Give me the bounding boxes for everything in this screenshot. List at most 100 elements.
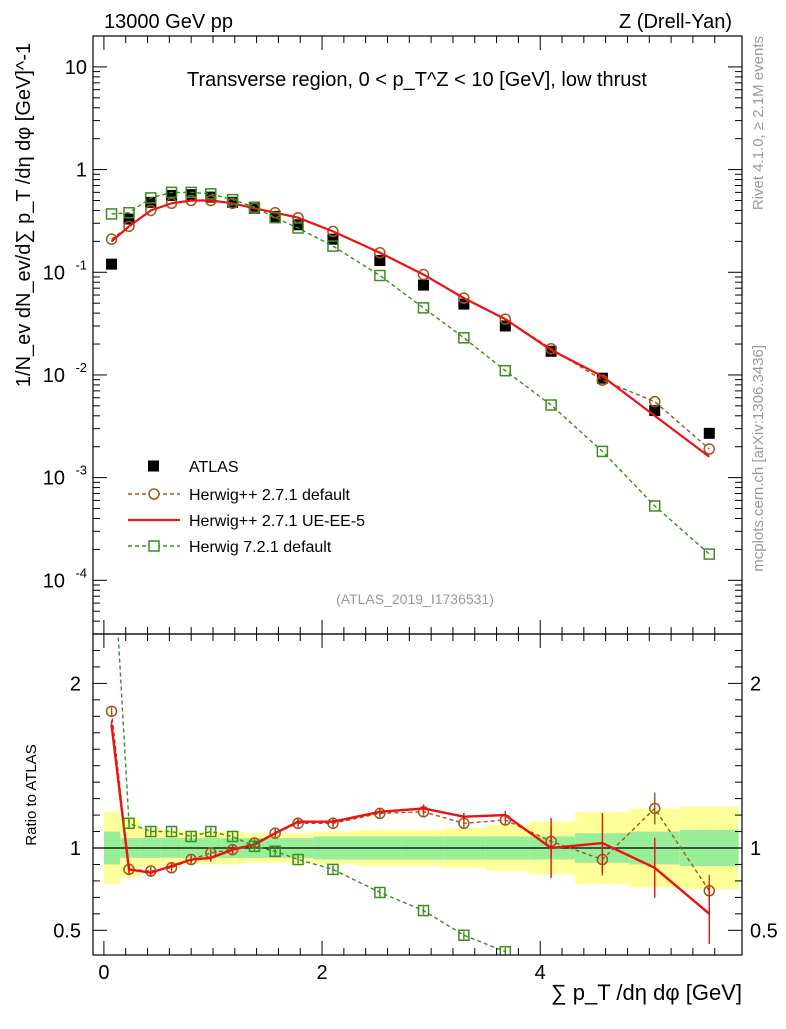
atlas-data-point [106,258,118,270]
ratio-square-point [292,853,304,866]
ratio-y-tick-label: 2 [70,673,81,695]
main-plot-panel: Transverse region, 0 < p_T^Z < 10 [GeV],… [13,35,743,635]
y-tick-label: 10 [43,365,65,387]
ratio-frame [92,633,743,956]
herwig7-point [205,188,217,200]
analysis-watermark: (ATLAS_2019_I1736531) [336,591,494,607]
x-axis-label: ∑ p_T /dη dφ [GeV] [551,980,742,1005]
herwig7-point [226,193,239,206]
y-tick-label: 10 [43,570,65,592]
ratio-y-tick-label-right: 1 [750,838,761,860]
y-tick-label: 10 [65,57,87,79]
x-tick-label: 0 [98,962,109,984]
series-line-herwig-2-7-1-ue-ee-5 [110,199,710,458]
main-series-layer [105,186,716,560]
legend: ATLAS Herwig++ 2.7.1 default Herwig++ 2.7.… [128,459,365,556]
legend-label: Herwig 7.2.1 default [189,539,332,556]
herwigpp-default-point [145,204,157,217]
legend-label: Herwig++ 2.7.1 UE-EE-5 [189,513,365,530]
herwig7-point [105,208,118,220]
herwig7-point [499,364,512,377]
y-tick-label: 10 [43,262,65,284]
herwigpp-default-point [499,313,512,325]
main-title: Transverse region, 0 < p_T^Z < 10 [GeV],… [187,69,647,91]
herwig7-point [458,332,470,344]
ratio-square-point [123,817,135,830]
herwigpp-default-point [703,443,716,455]
herwig7-point [292,222,304,234]
ratio-square-point [269,845,281,858]
ratio-y-axis-label: Ratio to ATLAS [23,744,40,845]
herwigpp-default-point [374,246,386,259]
series-line-herwig-2-7-1-default [111,199,710,450]
ratio-square-point [248,840,261,853]
y-tick-exponent: -4 [75,565,87,580]
mcplots-label: mcplots.cern.ch [arXiv:1306.3436] [750,345,767,572]
atlas-data-point [269,210,281,222]
ratio-square-point [458,929,470,941]
y-tick-exponent: -2 [75,360,87,375]
atlas-data-point [545,345,557,357]
ratio-y-tick-label: 0.5 [53,920,81,942]
legend-atlas-marker [148,460,159,472]
herwig7-point [545,399,557,411]
herwig7-point [417,302,430,314]
header-right: Z (Drell-Yan) [619,11,732,33]
atlas-data-point [417,279,429,291]
atlas-data-point [499,320,511,332]
herwig7-point [123,206,135,219]
x-tick-label: 4 [535,962,546,984]
ratio-square-point [374,886,386,899]
ratio-y-tick-label-right: 0.5 [750,920,778,942]
herwig7-point [596,445,609,458]
legend-square-marker [148,540,160,552]
atlas-data-point [292,219,304,231]
y-axis-label: 1/N_ev dN_ev/d∑ p_T /dη dφ [GeV]^-1 [13,43,35,387]
herwig7-point [165,186,178,199]
atlas-data-point [166,189,178,201]
atlas-data-point [185,189,197,201]
header-left: 13000 GeV pp [104,11,233,33]
herwigpp-default-point [105,233,118,245]
y-tick-label: 1 [76,160,87,182]
herwig7-point [185,186,197,199]
ratio-square-point [327,863,339,876]
atlas-data-point [649,405,661,417]
legend-circle-marker [148,488,160,500]
ratio-square-point [417,904,430,917]
ratio-circle-point [105,705,118,718]
ratio-square-point [226,830,239,843]
herwigpp-default-point [327,225,339,238]
herwig7-point [703,548,716,560]
ratio-square-point [499,945,512,955]
atlas-data-point [703,427,715,439]
ratio-plot-panel: 0.5 0.5 1 1 2 2 0 2 4 Ratio to ATLAS ∑ p_T /dη dφ … [23,514,778,1005]
atlas-data-point [596,372,608,384]
y-tick-exponent: -1 [75,257,87,272]
series-line-herwig-7-2-1-default [111,191,710,555]
atlas-data-point [374,255,386,267]
herwigpp-default-point [123,220,135,233]
y-tick-exponent: -3 [75,463,87,478]
herwig7-point [248,201,261,213]
atlas-data-point [123,213,135,225]
ratio-series-layer [105,514,716,955]
ratio-line [117,634,506,953]
ratio-square-point [107,514,117,524]
atlas-data-point [458,298,470,310]
herwig7-point [269,211,281,224]
herwig7-point [145,192,157,204]
ratio-y-tick-label-right: 2 [750,673,761,695]
ratio-square-point [165,825,178,838]
x-tick-label: 2 [316,962,327,984]
herwigpp-default-point [417,268,430,281]
herwigpp-default-point [458,292,470,304]
y-tick-label: 10 [43,468,65,490]
legend-label: ATLAS [189,459,239,476]
legend-label: Herwig++ 2.7.1 default [189,487,351,504]
rivet-label: Rivet 4.1.0, ≥ 2.1M events [750,36,767,210]
herwigpp-default-point [648,395,661,408]
herwigpp-default-point [545,342,557,355]
herwig7-point [374,269,386,282]
